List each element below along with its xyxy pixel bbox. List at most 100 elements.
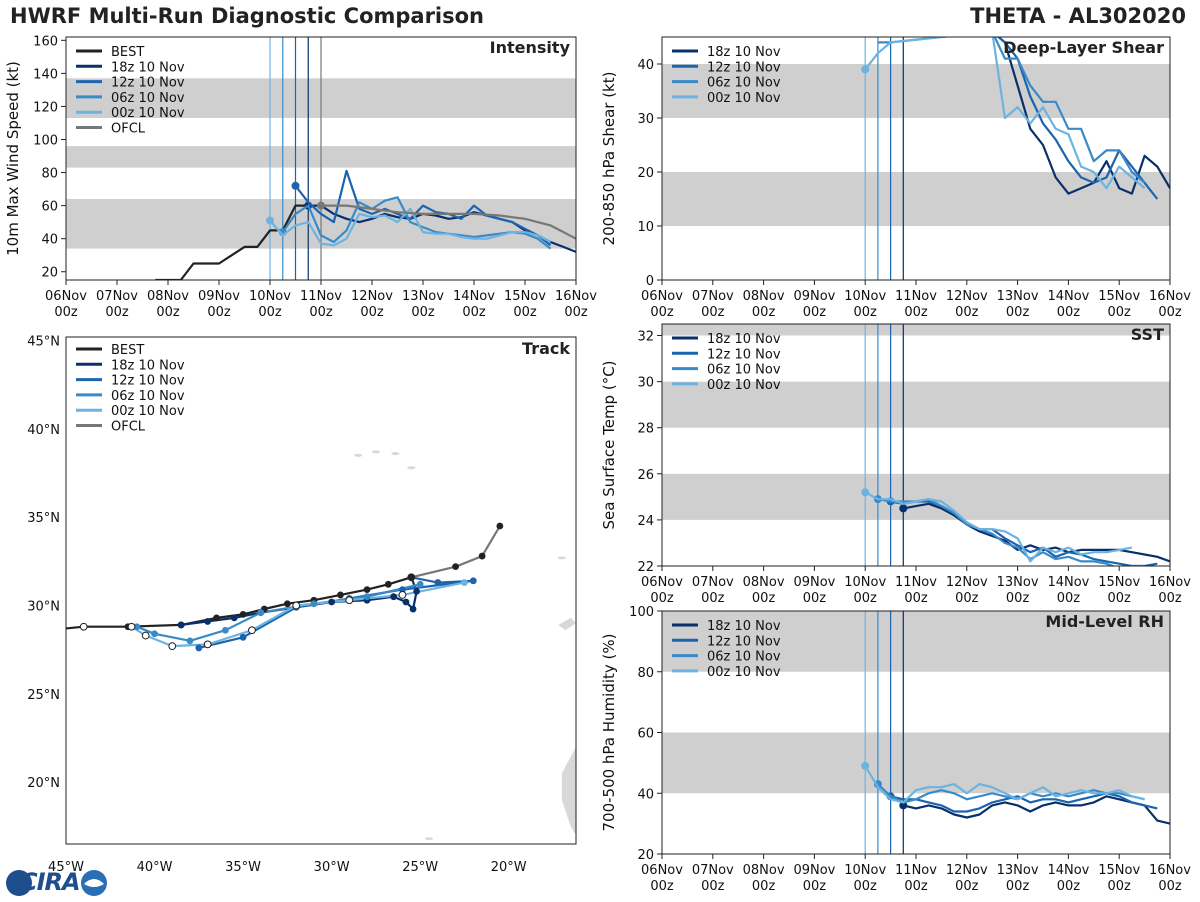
- sst-xtick-label: 10Nov: [844, 575, 886, 590]
- shear-legend-label: 00z 10 Nov: [707, 91, 781, 106]
- sst-xtick-sublabel: 00z: [701, 591, 725, 606]
- shear-xtick-label: 06Nov: [641, 289, 683, 304]
- track-point-OFCL: [407, 573, 415, 581]
- rh-legend-label: 18z 10 Nov: [707, 619, 781, 634]
- track-point-BEST: [45, 627, 52, 634]
- sst-xtick-label: 08Nov: [743, 575, 785, 590]
- sst-ytick-label: 32: [637, 330, 654, 345]
- track-point-BEST: [213, 614, 220, 622]
- track-point-18z: [390, 593, 398, 601]
- rh-xtick-label: 13Nov: [997, 863, 1039, 878]
- rh-xtick-sublabel: 00z: [955, 879, 979, 894]
- rh-xtick-label: 07Nov: [692, 863, 734, 878]
- track-line-06z: [136, 583, 421, 642]
- island-0: [371, 450, 380, 454]
- rh-xtick-sublabel: 00z: [701, 879, 725, 894]
- sst-xtick-label: 14Nov: [1047, 575, 1089, 590]
- sst-marker-18z: [899, 504, 908, 513]
- rh-xtick-sublabel: 00z: [650, 879, 674, 894]
- track-xtick-label: 30°W: [314, 860, 350, 875]
- shear-ytick-label: 10: [637, 220, 654, 235]
- island-3: [354, 453, 363, 457]
- rh-ytick-label: 60: [637, 727, 654, 742]
- intensity-xtick-sublabel: 00z: [156, 305, 180, 320]
- sst-ytick-label: 30: [637, 376, 654, 391]
- track-legend-label: 12z 10 Nov: [111, 374, 185, 389]
- panel-sst: 22242628303206Nov00z07Nov00z08Nov00z09No…: [600, 323, 1191, 606]
- sst-xtick-sublabel: 00z: [854, 591, 878, 606]
- intensity-xtick-sublabel: 00z: [564, 305, 588, 320]
- rh-xtick-sublabel: 00z: [752, 879, 776, 894]
- intensity-ytick-label: 160: [33, 34, 58, 49]
- intensity-xtick-sublabel: 00z: [54, 305, 78, 320]
- sst-ytick-label: 26: [637, 468, 654, 483]
- sst-xtick-sublabel: 00z: [1057, 591, 1081, 606]
- shear-xtick-sublabel: 00z: [1057, 305, 1081, 320]
- track-point-18z: [328, 598, 336, 606]
- intensity-legend-label: 12z 10 Nov: [111, 76, 185, 91]
- intensity-xtick-label: 09Nov: [198, 289, 240, 304]
- rh-ytick-label: 80: [637, 666, 654, 681]
- intensity-series-00z: [269, 207, 552, 247]
- track-point-12z: [239, 633, 247, 641]
- track-point-18z: [230, 614, 238, 622]
- shear-title: Deep-Layer Shear: [1003, 38, 1164, 57]
- rh-xtick-label: 15Nov: [1098, 863, 1140, 878]
- page-title: HWRF Multi-Run Diagnostic Comparison: [10, 4, 485, 28]
- storm-id-title: THETA - AL302020: [970, 4, 1186, 28]
- track-point-06z: [186, 637, 194, 645]
- sst-xtick-label: 16Nov: [1149, 575, 1191, 590]
- intensity-xtick-label: 13Nov: [402, 289, 444, 304]
- track-point-12z: [434, 579, 442, 586]
- shear-xtick-sublabel: 00z: [904, 305, 928, 320]
- sst-series-18z: [903, 502, 1170, 563]
- intensity-marker-12z: [291, 181, 300, 190]
- sst-xtick-sublabel: 00z: [803, 591, 827, 606]
- track-point-06z: [363, 593, 371, 601]
- sst-xtick-sublabel: 00z: [1108, 591, 1132, 606]
- sst-ytick-label: 28: [637, 422, 654, 437]
- intensity-xtick-label: 11Nov: [300, 289, 342, 304]
- rh-xtick-sublabel: 00z: [904, 879, 928, 894]
- shear-ytick-label: 40: [637, 58, 654, 73]
- shear-xtick-label: 13Nov: [997, 289, 1039, 304]
- sst-xtick-label: 12Nov: [946, 575, 988, 590]
- shear-xtick-sublabel: 00z: [1158, 305, 1182, 320]
- intensity-xtick-sublabel: 00z: [258, 305, 282, 320]
- shear-xtick-sublabel: 00z: [752, 305, 776, 320]
- sst-title: SST: [1131, 325, 1164, 344]
- rh-band-1: [662, 611, 1170, 672]
- intensity-xtick-label: 14Nov: [453, 289, 495, 304]
- track-line-OFCL: [411, 525, 501, 579]
- track-point-00z: [461, 579, 468, 586]
- sst-marker-00z: [861, 488, 870, 497]
- sst-legend-label: 06z 10 Nov: [707, 363, 781, 378]
- intensity-xtick-sublabel: 00z: [360, 305, 384, 320]
- rh-series-18z: [903, 795, 1170, 825]
- shear-xtick-sublabel: 00z: [1006, 305, 1030, 320]
- intensity-xtick-sublabel: 00z: [207, 305, 231, 320]
- panel-track: 45°W 40°W 35°W 30°W 25°W 20°W 20°N 25°N 30°N 35°N…: [27, 335, 577, 875]
- shear-xtick-label: 09Nov: [793, 289, 835, 304]
- track-point-00z: [168, 642, 177, 651]
- land-area-0: [561, 746, 576, 836]
- shear-ytick-label: 20: [637, 166, 654, 181]
- intensity-series-OFCL: [321, 204, 576, 240]
- track-point-06z: [151, 630, 158, 638]
- rh-title: Mid-Level RH: [1045, 612, 1164, 631]
- shear-xtick-sublabel: 00z: [854, 305, 878, 320]
- intensity-xtick-label: 07Nov: [96, 289, 138, 304]
- rh-xtick-label: 09Nov: [793, 863, 835, 878]
- sst-legend-label: 00z 10 Nov: [707, 378, 781, 393]
- rh-ytick-label: 20: [637, 848, 654, 863]
- sst-xtick-sublabel: 00z: [752, 591, 776, 606]
- sst-xtick-sublabel: 00z: [1158, 591, 1182, 606]
- intensity-ytick-label: 100: [33, 133, 58, 148]
- intensity-ytick-label: 40: [41, 233, 58, 248]
- shear-legend-label: 12z 10 Nov: [707, 60, 781, 75]
- shear-legend-label: 18z 10 Nov: [707, 45, 781, 60]
- track-point-BEST: [79, 622, 88, 631]
- rh-xtick-sublabel: 00z: [854, 879, 878, 894]
- island-2: [407, 466, 416, 470]
- track-line-BEST: [66, 576, 412, 630]
